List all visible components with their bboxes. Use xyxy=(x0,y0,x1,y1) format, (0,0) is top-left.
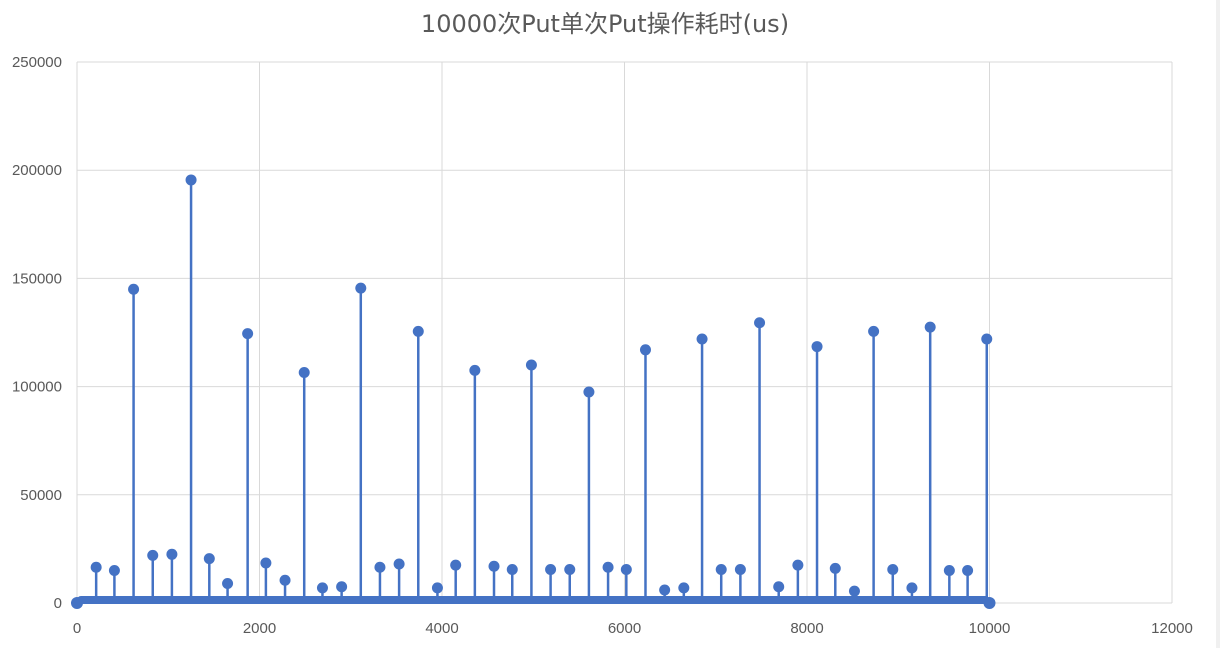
series-points xyxy=(90,174,993,597)
data-point xyxy=(90,561,102,573)
x-tick-label: 10000 xyxy=(969,620,1011,637)
data-point xyxy=(166,548,178,560)
data-point xyxy=(620,563,632,575)
data-point xyxy=(71,597,83,609)
y-tick-label: 0 xyxy=(54,595,62,612)
x-tick-label: 8000 xyxy=(790,620,823,637)
data-point xyxy=(811,341,823,353)
data-point xyxy=(450,559,462,571)
data-point xyxy=(355,282,367,294)
data-point xyxy=(773,581,785,593)
data-point xyxy=(336,581,348,593)
data-point xyxy=(279,574,291,586)
data-point xyxy=(602,561,614,573)
data-point xyxy=(203,553,215,565)
data-point xyxy=(848,585,860,597)
y-tick-label: 150000 xyxy=(12,270,62,287)
x-tick-label: 2000 xyxy=(243,620,276,637)
data-point xyxy=(298,367,310,379)
data-point xyxy=(393,558,405,570)
data-point xyxy=(185,174,197,186)
data-point xyxy=(829,562,841,574)
data-point xyxy=(659,584,671,596)
data-point xyxy=(374,561,386,573)
x-tick-label: 6000 xyxy=(608,620,641,637)
data-point xyxy=(696,333,708,345)
data-point xyxy=(983,597,996,609)
data-point xyxy=(754,317,766,329)
chart-title: 10000次Put单次Put操作耗时(us) xyxy=(420,10,790,38)
data-point xyxy=(564,563,576,575)
data-point xyxy=(734,563,746,575)
baseline-points-band xyxy=(77,596,990,604)
data-point xyxy=(545,563,557,575)
data-point xyxy=(242,328,254,340)
y-tick-label: 250000 xyxy=(12,54,62,71)
x-tick-label: 0 xyxy=(73,620,81,637)
data-point xyxy=(108,565,120,577)
data-point xyxy=(962,565,974,577)
y-tick-label: 50000 xyxy=(20,487,62,504)
data-point xyxy=(906,582,918,594)
data-point xyxy=(469,364,481,376)
data-point xyxy=(431,582,443,594)
data-point xyxy=(715,563,727,575)
data-point xyxy=(887,563,899,575)
window-edge xyxy=(1216,0,1220,648)
data-point xyxy=(128,283,140,295)
grid-lines xyxy=(76,61,1173,604)
x-tick-label: 4000 xyxy=(425,620,458,637)
data-point xyxy=(412,325,424,337)
data-point xyxy=(792,559,804,571)
data-point xyxy=(525,359,537,371)
data-point xyxy=(981,333,993,345)
data-point xyxy=(924,321,936,333)
y-tick-label: 100000 xyxy=(12,379,62,396)
series-stems xyxy=(94,179,989,603)
data-point xyxy=(506,563,518,575)
data-point xyxy=(260,557,272,569)
data-point xyxy=(147,549,159,561)
data-point xyxy=(222,578,234,590)
x-tick-label: 12000 xyxy=(1151,620,1193,637)
data-point xyxy=(678,582,690,594)
data-point xyxy=(316,582,328,594)
data-point xyxy=(868,325,880,337)
data-point xyxy=(488,560,500,572)
data-point xyxy=(943,565,955,577)
data-point xyxy=(639,344,651,356)
data-point xyxy=(583,386,595,398)
x-axis-tick-labels: 0 2000 4000 6000 8000 10000 12000 xyxy=(73,620,1193,637)
y-tick-label: 200000 xyxy=(12,162,62,179)
y-axis-tick-labels: 0 50000 100000 150000 200000 250000 xyxy=(12,54,62,612)
